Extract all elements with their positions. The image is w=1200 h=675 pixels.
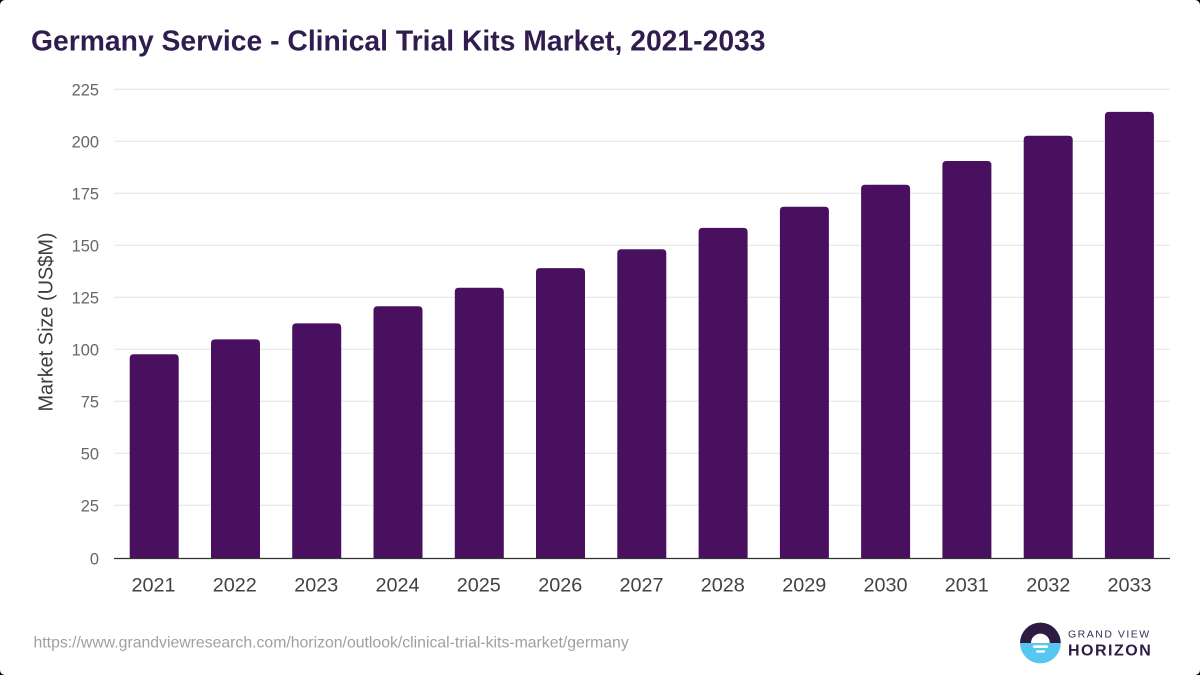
svg-text:75: 75: [81, 394, 99, 412]
svg-text:Germany Service - Clinical Tri: Germany Service - Clinical Trial Kits Ma…: [31, 24, 766, 56]
svg-text:2032: 2032: [1026, 574, 1070, 596]
svg-text:2030: 2030: [863, 574, 907, 596]
svg-text:175: 175: [72, 186, 99, 204]
svg-text:https://www.grandviewresearch.: https://www.grandviewresearch.com/horizo…: [34, 634, 629, 651]
svg-text:Market Size (US$M): Market Size (US$M): [36, 232, 58, 411]
svg-text:2022: 2022: [213, 574, 257, 596]
svg-text:2026: 2026: [538, 574, 582, 596]
svg-text:125: 125: [72, 290, 99, 308]
svg-text:100: 100: [72, 342, 99, 360]
svg-text:2028: 2028: [701, 574, 745, 596]
svg-text:150: 150: [72, 238, 99, 256]
svg-text:50: 50: [81, 446, 99, 464]
svg-text:225: 225: [72, 82, 99, 100]
svg-text:2029: 2029: [782, 574, 826, 596]
svg-text:0: 0: [90, 551, 99, 569]
svg-text:2021: 2021: [131, 574, 175, 596]
svg-text:200: 200: [72, 134, 99, 152]
svg-text:2025: 2025: [457, 574, 501, 596]
svg-text:2024: 2024: [375, 574, 419, 596]
svg-text:2031: 2031: [945, 574, 989, 596]
svg-text:2023: 2023: [294, 574, 338, 596]
svg-text:GRAND VIEW: GRAND VIEW: [1068, 629, 1151, 641]
svg-text:2033: 2033: [1107, 574, 1151, 596]
svg-text:2027: 2027: [619, 574, 663, 596]
svg-text:HORIZON: HORIZON: [1068, 643, 1152, 660]
svg-text:25: 25: [81, 498, 99, 516]
